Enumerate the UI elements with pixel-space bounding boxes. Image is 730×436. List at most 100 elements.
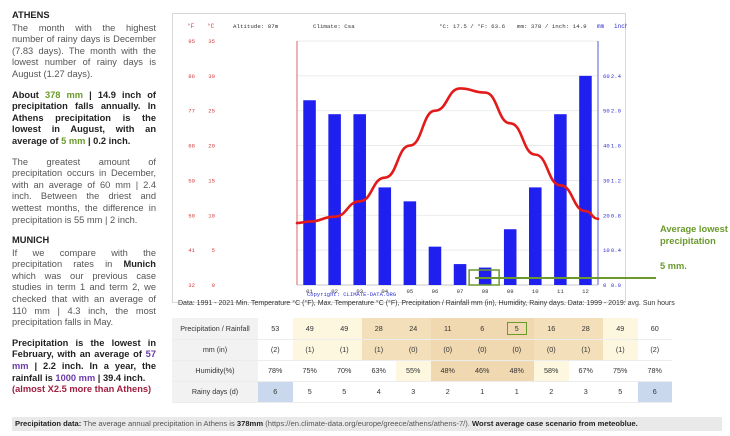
table-cell: 49 <box>327 318 362 340</box>
table-cell: 11 <box>430 318 465 340</box>
table-cell: 6 <box>465 318 500 340</box>
climate-label: Climate: Csa <box>313 23 355 30</box>
y-tick-label-inch: 1.6 <box>611 143 621 150</box>
munich-lowest-paragraph: Precipitation is the lowest in February,… <box>12 338 156 396</box>
precip-bar <box>478 267 492 285</box>
table-cell: 3 <box>396 381 431 403</box>
table-row: Humidity(%) 78% 75% 70% 63% 55% 48% 46% 48% 58% 67… <box>172 360 672 382</box>
table-cell: 58% <box>534 360 569 382</box>
y-tick-label-c: 15 <box>208 177 215 184</box>
x-tick-label: 06 <box>432 288 439 295</box>
table-cell: 78% <box>637 360 672 382</box>
p5-feb-mm: 57 mm <box>12 349 156 372</box>
precip-bar <box>428 246 442 285</box>
munich-compare-paragraph: If we compare with the precipitation rat… <box>12 248 156 329</box>
table-cell: 67% <box>568 360 603 382</box>
y-tick-label-f: 32 <box>188 282 195 289</box>
chart-caption: Data: 1991 - 2021 Min. Temperature °C (°… <box>178 300 675 307</box>
table-cell: 6 <box>258 381 293 403</box>
footer-text-b: (https://en.climate-data.org/europe/gree… <box>263 419 473 428</box>
y-tick-label-inch: 1.2 <box>611 177 621 184</box>
x-tick-label: 08 <box>482 288 489 295</box>
table-cell: 48% <box>499 360 534 382</box>
y-tick-label-mm: 0 <box>603 282 607 289</box>
precip-bar <box>453 264 467 285</box>
table-row-label: Precipitation / Rainfall <box>172 318 258 340</box>
table-cell: (0) <box>465 339 500 361</box>
y-tick-label-c: 5 <box>212 247 215 254</box>
table-cell: 49 <box>603 318 638 340</box>
athens-heading: ATHENS <box>12 10 50 20</box>
precip-bar <box>503 229 517 285</box>
y-tick-label-f: 86 <box>188 73 195 80</box>
x-tick-label: 07 <box>457 288 464 295</box>
table-cell: 4 <box>361 381 396 403</box>
table-cell: (1) <box>603 339 638 361</box>
annotation-title: Average lowest precipitation <box>660 224 728 246</box>
y-tick-label-mm: 20 <box>603 212 610 219</box>
footer-bar: Precipitation data: The average annual p… <box>12 417 722 431</box>
footer-worst-case: Worst average case scenario from meteobl… <box>472 419 638 428</box>
precip-bar <box>378 187 392 285</box>
table-cell-highlight: 5 <box>506 321 527 335</box>
footer-total: 378mm <box>236 419 264 428</box>
precip-bar <box>579 75 592 285</box>
table-cell: 3 <box>568 381 603 403</box>
climate-table: Precipitation / Rainfall 53 49 49 28 24 11 6 5 16… <box>172 318 672 403</box>
table-row: Rainy days (d) 6 5 5 4 3 2 1 1 2 3 5 6 <box>172 381 672 403</box>
athens-annual-precip-paragraph: About 378 mm | 14.9 inch of precipitatio… <box>12 90 156 148</box>
table-cell: (1) <box>292 339 327 361</box>
y-tick-label-c: 20 <box>208 143 215 150</box>
y-tick-label-c: 25 <box>208 108 215 115</box>
altitude-label: Altitude: 87m <box>233 23 279 30</box>
p2-lowest-mm: 5 mm <box>61 135 86 146</box>
table-cell: (2) <box>258 339 293 361</box>
y-tick-label-inch: 2.4 <box>611 73 622 80</box>
p5-text-c: | 39.4 inch. <box>95 372 146 383</box>
y-tick-label-f: 59 <box>188 177 195 184</box>
table-cell: 24 <box>396 318 431 340</box>
y-tick-label-c: 35 <box>208 38 215 45</box>
p2-annual-mm: 378 mm <box>44 89 84 100</box>
table-cell: 78% <box>258 360 293 382</box>
table-row: mm (in) (2) (1) (1) (1) (0) (0) (0) (0) (0) (1) (1)… <box>172 339 672 361</box>
table-cell: (2) <box>637 339 672 361</box>
y-tick-label-inch: 0.8 <box>611 212 621 219</box>
unit-inch-label: inch <box>614 23 627 30</box>
x-tick-label: 04 <box>381 288 388 295</box>
p2-text-a: About <box>12 89 45 100</box>
y-tick-label-inch: 2.0 <box>611 108 622 115</box>
p5-text-b: | 2.2 inch. In a year, the rainfall is <box>12 361 156 383</box>
y-tick-label-f: 50 <box>188 212 195 219</box>
y-tick-label-f: 68 <box>188 143 195 150</box>
precip-bar <box>529 187 542 285</box>
table-cell: 70% <box>327 360 362 382</box>
y-tick-label-mm: 60 <box>603 73 610 80</box>
y-tick-label-f: 77 <box>188 108 195 115</box>
y-tick-label-inch: 0.0 <box>611 282 622 289</box>
table-cell: (0) <box>430 339 465 361</box>
climate-chart: 35 95 30 86 25 77 20 68 15 59 10 50 5 41 0 32 60 2.4 50 2.0… <box>172 13 627 303</box>
p2-text-b: | 14.9 inch of precipitation falls annua… <box>12 89 156 146</box>
x-tick-label: 09 <box>507 288 514 295</box>
table-cell: 49 <box>292 318 327 340</box>
copyright-label: Copyright: CLIMATE-DATA.ORG <box>307 291 396 298</box>
x-tick-label: 12 <box>582 288 589 295</box>
table-row: Precipitation / Rainfall 53 49 49 28 24 11 6 5 16… <box>172 318 672 340</box>
p5-text-a: Precipitation is the lowest in February,… <box>12 337 156 360</box>
table-row-label: Rainy days (d) <box>172 381 258 403</box>
table-cell: 5 <box>327 381 362 403</box>
table-cell: 60 <box>637 318 672 340</box>
annual-precip-label: mm: 378 / inch: 14.9 <box>517 23 587 30</box>
table-cell: 75% <box>292 360 327 382</box>
precip-bar <box>328 114 341 285</box>
y-tick-label-f: 41 <box>188 247 195 254</box>
y-tick-label-mm: 10 <box>603 247 610 254</box>
table-cell: 28 <box>568 318 603 340</box>
table-cell: (0) <box>499 339 534 361</box>
table-row-label: Humidity(%) <box>172 360 258 382</box>
unit-c-label: °C <box>207 23 215 30</box>
precip-bar <box>554 114 567 285</box>
footer-text-a: The average annual precipitation in Athe… <box>81 419 237 428</box>
